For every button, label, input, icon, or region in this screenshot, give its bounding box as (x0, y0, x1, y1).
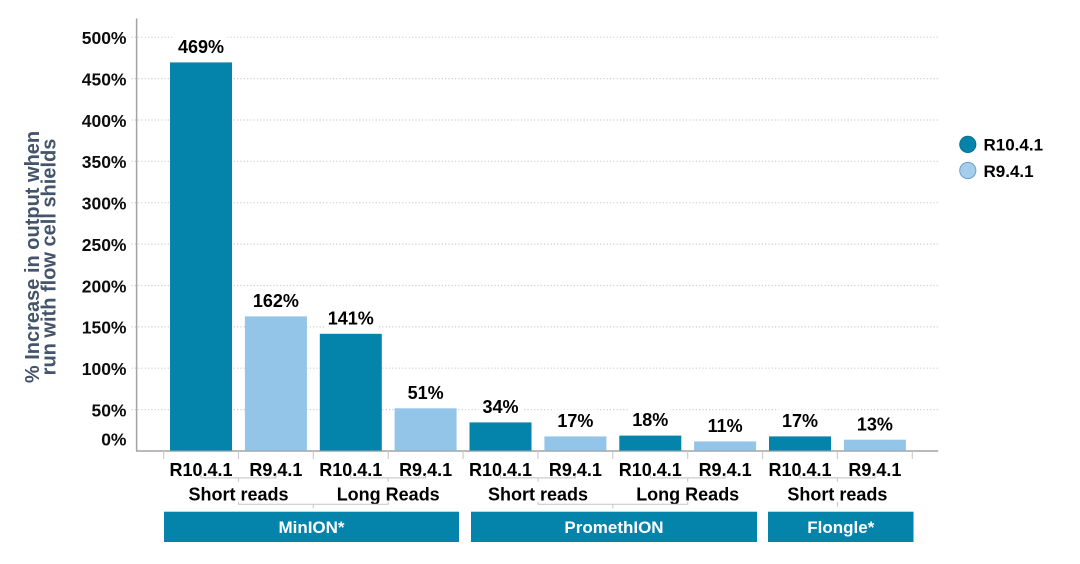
svg-text:17%: 17% (557, 411, 593, 431)
svg-text:R10.4.1: R10.4.1 (319, 460, 382, 480)
svg-text:34%: 34% (482, 397, 518, 417)
svg-text:R9.4.1: R9.4.1 (699, 460, 752, 480)
svg-text:51%: 51% (408, 383, 444, 403)
svg-text:Long Reads: Long Reads (636, 485, 739, 505)
svg-text:% Increase in output when: % Increase in output when (22, 131, 44, 383)
svg-text:13%: 13% (857, 414, 893, 434)
svg-text:50%: 50% (91, 400, 126, 420)
svg-text:162%: 162% (253, 291, 299, 311)
svg-text:R10.4.1: R10.4.1 (768, 460, 831, 480)
svg-text:150%: 150% (82, 318, 127, 338)
svg-text:Flongle*: Flongle* (807, 518, 874, 537)
svg-text:PromethION: PromethION (564, 518, 663, 537)
svg-text:Short reads: Short reads (787, 485, 887, 505)
svg-text:300%: 300% (82, 194, 127, 214)
svg-text:17%: 17% (782, 411, 818, 431)
svg-text:R9.4.1: R9.4.1 (549, 460, 602, 480)
svg-text:R9.4.1: R9.4.1 (249, 460, 302, 480)
svg-text:R10.4.1: R10.4.1 (469, 460, 532, 480)
svg-text:469%: 469% (178, 37, 224, 57)
svg-text:R9.4.1: R9.4.1 (399, 460, 452, 480)
svg-text:141%: 141% (328, 308, 374, 328)
svg-text:R10.4.1: R10.4.1 (169, 460, 232, 480)
svg-text:MinION*: MinION* (278, 518, 344, 537)
svg-text:Short reads: Short reads (188, 485, 288, 505)
svg-text:100%: 100% (82, 359, 127, 379)
svg-text:18%: 18% (632, 410, 668, 430)
svg-text:R9.4.1: R9.4.1 (984, 162, 1034, 181)
svg-text:R10.4.1: R10.4.1 (619, 460, 682, 480)
svg-text:500%: 500% (82, 28, 127, 48)
svg-text:Short reads: Short reads (488, 485, 588, 505)
svg-text:400%: 400% (82, 111, 127, 131)
svg-text:200%: 200% (82, 276, 127, 296)
svg-text:R10.4.1: R10.4.1 (984, 136, 1044, 155)
svg-text:11%: 11% (708, 416, 743, 436)
svg-text:Long Reads: Long Reads (337, 485, 440, 505)
svg-text:250%: 250% (82, 235, 127, 255)
svg-text:0%: 0% (101, 430, 127, 450)
svg-text:350%: 350% (82, 152, 127, 172)
svg-text:run with flow cell shields: run with flow cell shields (39, 139, 61, 376)
svg-text:R9.4.1: R9.4.1 (848, 460, 901, 480)
svg-text:450%: 450% (82, 69, 127, 89)
